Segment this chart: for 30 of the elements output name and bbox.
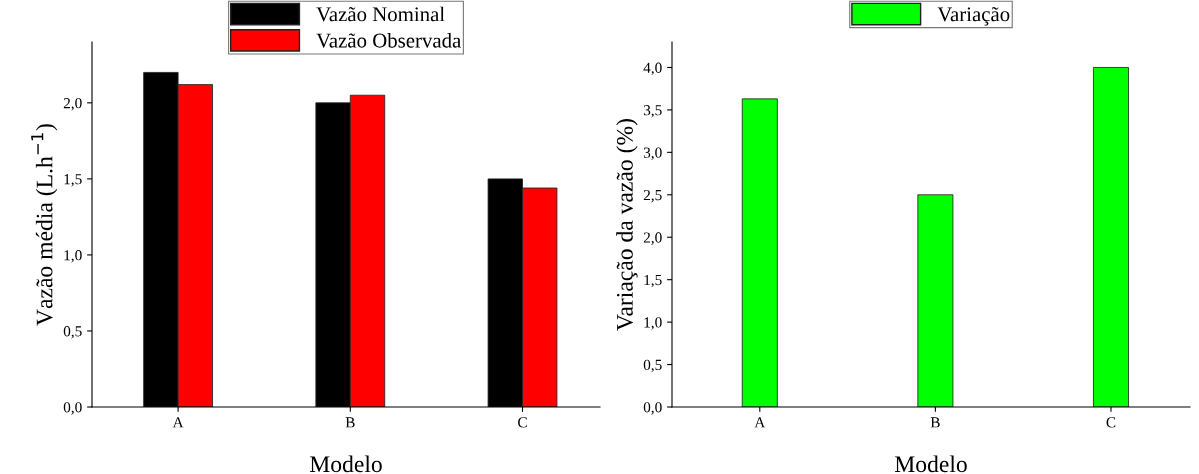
y-axis-title: Vazão média (L.h$^{−1}$)	[31, 124, 58, 326]
bar	[917, 194, 954, 407]
x-tick-label: B	[345, 417, 355, 428]
legend-label: Vazão Observada	[316, 32, 462, 48]
y-tick-label: 0,0	[643, 402, 662, 415]
legend-label: Variação	[937, 7, 1010, 26]
y-tick-label: 1,0	[644, 317, 662, 330]
y-tick-label: 3,0	[643, 147, 662, 160]
x-tick-label: A	[754, 417, 766, 428]
y-tick-label: 1,0	[64, 250, 82, 263]
x-axis-title: Modelo	[309, 455, 382, 473]
y-tick-label: 1,5	[644, 274, 662, 288]
x-tick-label: C	[1106, 417, 1116, 428]
x-tick-label: A	[172, 417, 184, 428]
x-tick-label: B	[930, 417, 940, 428]
y-tick-label: 0,0	[63, 402, 82, 415]
y-tick-label: 3,5	[643, 105, 662, 118]
x-tick-label: C	[518, 417, 527, 428]
y-tick-label: 0,5	[643, 359, 662, 373]
bar	[741, 98, 778, 407]
legend-label: Vazão Nominal	[316, 6, 445, 22]
x-axis-title: Modelo	[894, 455, 967, 473]
y-tick-label: 2,0	[63, 97, 82, 111]
y-tick-label: 2,5	[643, 189, 662, 203]
y-tick-label: 0,5	[63, 326, 82, 339]
y-tick-label: 4,0	[643, 62, 662, 76]
y-axis-title: Variação da vazão (%)	[616, 119, 638, 331]
bar	[1093, 67, 1129, 407]
y-tick-label: 1,5	[64, 174, 82, 187]
y-tick-label: 2,0	[643, 232, 662, 245]
